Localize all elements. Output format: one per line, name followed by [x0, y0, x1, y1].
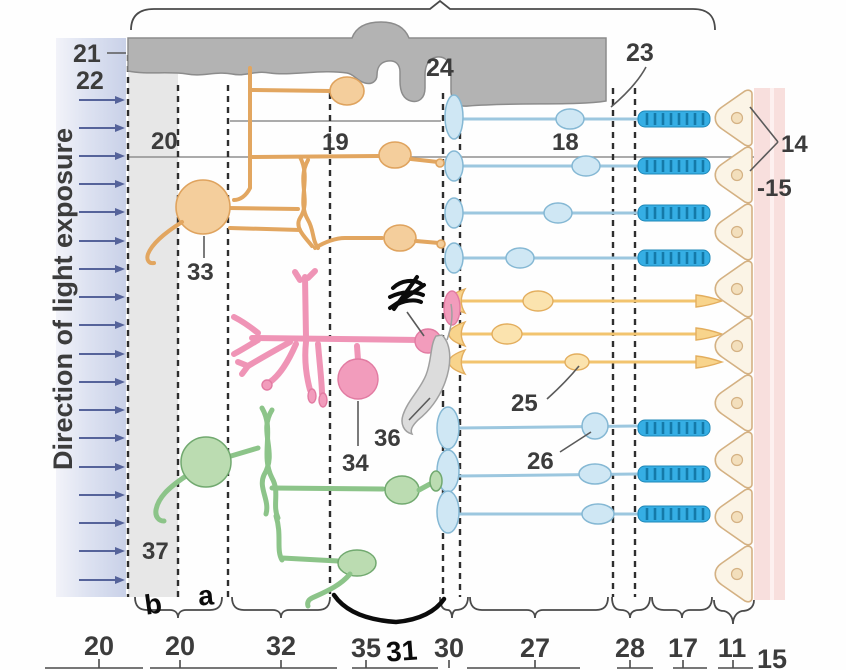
rod-cell — [444, 94, 712, 140]
label-21: 21 — [73, 40, 101, 68]
handwritten-b: b — [143, 588, 164, 621]
label-20: 20 — [151, 128, 178, 155]
rod-cell — [457, 412, 712, 440]
label-36: 36 — [374, 425, 401, 452]
cone-cell — [448, 288, 723, 314]
label-18: 18 — [552, 129, 579, 156]
handwritten-marks: b a 31 — [143, 275, 447, 668]
handwritten-a: a — [197, 579, 216, 611]
handwritten-scribble — [388, 275, 426, 311]
label-37: 37 — [142, 538, 169, 565]
axis-label: 11 — [718, 633, 747, 663]
label-33: 33 — [187, 259, 214, 286]
axis-label: 17 — [668, 633, 698, 663]
axis-label: 20 — [165, 631, 195, 661]
label-14: 14 — [781, 131, 808, 158]
label-19: 19 — [322, 129, 349, 156]
axis-label: 32 — [266, 631, 296, 661]
label-24: 24 — [426, 54, 454, 82]
cone-cell — [448, 349, 723, 375]
layer-reference-lines — [127, 120, 754, 158]
label-23: 23 — [626, 39, 654, 67]
rod-cell — [444, 197, 712, 229]
axis-label: 30 — [434, 633, 464, 663]
bottom-axis-labels: 20 20 32 35 30 27 28 17 11 15 — [84, 631, 787, 670]
ganglion-cells-orange — [145, 66, 446, 266]
label-26: 26 — [527, 448, 554, 475]
pigment-epithelium-cells — [714, 89, 753, 603]
axis-label: 15 — [757, 644, 787, 670]
axis-label: 35 — [351, 633, 381, 663]
rod-cell — [458, 503, 712, 525]
handwritten-bracket — [331, 592, 447, 625]
cone-cell — [448, 321, 723, 347]
green-neurons — [153, 405, 443, 609]
axis-label: 28 — [615, 633, 645, 663]
direction-label: Direction of light exposure — [48, 128, 78, 470]
inner-limiting-membrane-mass — [127, 21, 607, 107]
label-34: 34 — [342, 450, 369, 477]
handwritten-31: 31 — [385, 634, 418, 667]
light-exposure-strip — [56, 38, 126, 597]
label-25: 25 — [511, 390, 538, 417]
figure-labels: 21 22 24 23 20 19 18 33 34 36 37 25 26 1… — [73, 39, 808, 565]
nerve-fiber-column-tint — [128, 60, 178, 597]
amacrine-cell-pink — [231, 268, 461, 408]
label-15: -15 — [757, 175, 792, 202]
choroid-strip — [754, 88, 785, 600]
label-22: 22 — [76, 67, 104, 95]
axis-label: 20 — [84, 631, 114, 661]
mueller-cell-gray — [401, 303, 453, 436]
cone-cells — [448, 288, 723, 375]
leader-lines — [107, 52, 779, 453]
rod-terminal-cluster — [436, 406, 460, 534]
bottom-braces — [134, 596, 755, 625]
rod-cell — [444, 242, 712, 274]
axis-label: 27 — [520, 633, 550, 663]
top-brace — [130, 0, 716, 31]
rod-cells — [436, 94, 712, 534]
rod-cell — [457, 463, 712, 485]
rod-cell — [444, 150, 712, 182]
bottom-axis-ticks — [45, 659, 753, 669]
